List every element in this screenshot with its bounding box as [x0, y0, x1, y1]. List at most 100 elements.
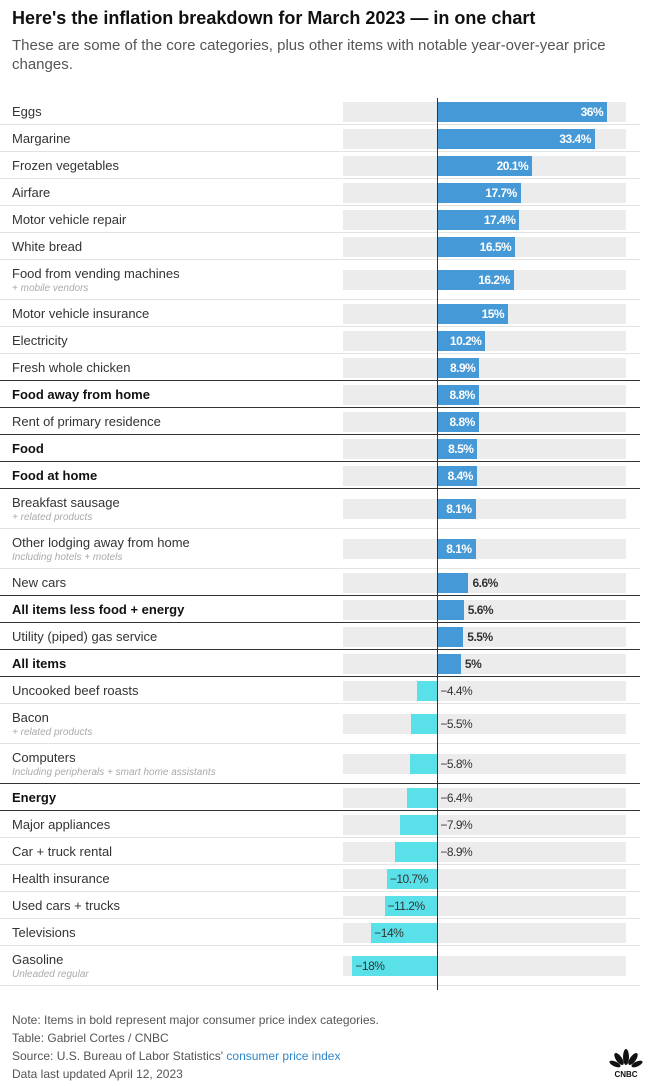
bar: [384, 895, 438, 916]
row-label: Used cars + trucks: [12, 897, 121, 913]
value-label: 5.5%: [467, 629, 493, 644]
row-label: Food: [12, 440, 44, 456]
row-label: Bacon: [12, 710, 49, 725]
footer-credit: Table: Gabriel Cortes / CNBC: [12, 1031, 169, 1045]
value-label: −5.5%: [440, 717, 473, 731]
value-label: −18%: [355, 959, 385, 973]
bar: [437, 303, 509, 324]
value-label: −14%: [374, 925, 404, 940]
row-label: Energy: [12, 789, 57, 805]
bar: [416, 680, 438, 701]
bar-track: [343, 787, 626, 808]
zero-axis-line: [437, 98, 438, 990]
row-label: Televisions: [12, 924, 76, 940]
row-label: Frozen vegetables: [12, 157, 119, 173]
bar-row: Fresh whole chicken 8.9%: [0, 354, 640, 381]
bar-track: [343, 357, 626, 378]
row-label: Food at home: [12, 467, 98, 483]
cnbc-logo-icon: CNBC: [609, 1049, 643, 1078]
bar-track: [343, 814, 626, 835]
bar-row: All items less food + energy 5.6%: [0, 596, 640, 623]
value-label: 10.2%: [449, 333, 482, 348]
bar-row: Major appliances −7.9%: [0, 811, 640, 838]
value-label: 8.5%: [448, 441, 474, 456]
footer-updated: Data last updated April 12, 2023: [12, 1067, 183, 1081]
bar: [437, 572, 469, 593]
bar-row: Uncooked beef roasts −4.4%: [0, 677, 640, 704]
bar-row: Other lodging away from home Including ho…: [0, 529, 640, 569]
row-label: Computers: [12, 750, 76, 765]
value-label: 8.8%: [449, 414, 475, 429]
bar-track: [343, 438, 626, 459]
row-sublabel: Including peripherals + smart home assis…: [12, 767, 216, 778]
bar: [437, 270, 514, 290]
bar-row: Car + truck rental −8.9%: [0, 838, 640, 865]
bar-row: Bacon + related products −5.5%: [0, 704, 640, 744]
bar-row: Motor vehicle insurance 15%: [0, 300, 640, 327]
value-label: −5.8%: [440, 757, 473, 771]
row-label: Uncooked beef roasts: [12, 682, 139, 698]
chart-subtitle: These are some of the core categories, p…: [12, 37, 606, 73]
value-label: 8.1%: [446, 502, 472, 516]
bar: [437, 209, 520, 230]
bar-row: Health insurance −10.7%: [0, 865, 640, 892]
bar: [437, 101, 608, 122]
bar: [437, 599, 464, 620]
bar: [437, 653, 461, 674]
row-label: Major appliances: [12, 816, 111, 832]
bar-row: Food away from home 8.8%: [0, 381, 640, 408]
row-label: Other lodging away from home: [12, 535, 190, 550]
bar: [400, 814, 438, 835]
bar: [411, 714, 438, 734]
row-label: All items less food + energy: [12, 601, 185, 617]
row-label: Food away from home: [12, 386, 150, 402]
bar: [437, 465, 477, 486]
bar-row: Food at home 8.4%: [0, 462, 640, 489]
row-label: Margarine: [12, 130, 71, 146]
bar-row: Food 8.5%: [0, 435, 640, 462]
bar-row: Margarine 33.4%: [0, 125, 640, 152]
source-link[interactable]: consumer price index: [226, 1049, 341, 1063]
bar-row: Frozen vegetables 20.1%: [0, 152, 640, 179]
bar-row: Rent of primary residence 8.8%: [0, 408, 640, 435]
row-label: Health insurance: [12, 870, 110, 886]
bar-track: [343, 572, 626, 593]
bar-track: [343, 754, 626, 774]
bar-track: [343, 411, 626, 432]
bar-track: [343, 599, 626, 620]
value-label: 15%: [481, 306, 505, 321]
footer-source: Source: U.S. Bureau of Labor Statistics'…: [12, 1047, 379, 1065]
bar-track: [343, 841, 626, 862]
row-label: Utility (piped) gas service: [12, 628, 158, 644]
bar-track: [343, 626, 626, 647]
bar: [437, 182, 521, 203]
bar-row: Energy −6.4%: [0, 784, 640, 811]
row-label: Motor vehicle insurance: [12, 305, 150, 321]
row-sublabel: Unleaded regular: [12, 969, 89, 980]
value-label: 8.9%: [449, 360, 476, 375]
value-label: 6.6%: [472, 575, 498, 590]
row-label: Airfare: [12, 184, 51, 200]
footer: Note: Items in bold represent major cons…: [12, 1011, 379, 1083]
bar-row: Computers Including peripherals + smart h…: [0, 744, 640, 784]
row-sublabel: + mobile vendors: [12, 283, 89, 294]
bar: [437, 155, 533, 176]
row-sublabel: Including hotels + motels: [12, 552, 123, 563]
bar: [437, 357, 480, 378]
bar-track: [343, 714, 626, 734]
bar-row: Televisions −14%: [0, 919, 640, 946]
value-label: −4.4%: [440, 683, 473, 698]
bar-track: [343, 539, 626, 559]
value-label: 36%: [580, 104, 604, 119]
bar-track: [343, 499, 626, 519]
bar: [437, 499, 476, 519]
row-label: Food from vending machines: [12, 266, 180, 281]
value-label: 20.1%: [496, 158, 529, 173]
bar-row: Eggs 36%: [0, 98, 640, 125]
bar-row: New cars 6.6%: [0, 569, 640, 596]
row-label: Eggs: [12, 103, 42, 119]
row-label: Breakfast sausage: [12, 495, 120, 510]
row-label: Rent of primary residence: [12, 413, 161, 429]
value-label: 17.7%: [485, 185, 517, 200]
